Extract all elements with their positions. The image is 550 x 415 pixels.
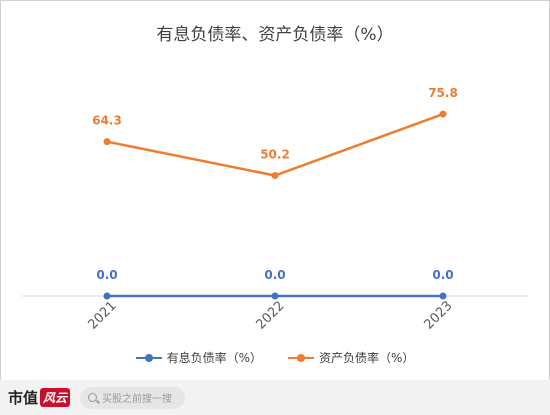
search-input[interactable]: 买股之前搜一搜 [80,386,186,409]
search-placeholder: 买股之前搜一搜 [102,394,173,405]
chart-title: 有息负债率、资产负债率（%） [156,25,394,45]
legend: 有息负债率（%） 资产负债率（%） [0,349,550,366]
legend-item-asset-debt: 资产负债率（%） [288,349,414,366]
legend-label: 资产负债率（%） [319,351,415,365]
footer-bar: 市值 风云 买股之前搜一搜 [0,380,550,415]
data-point [439,292,447,300]
brand-logo[interactable]: 市值 风云 [8,387,71,408]
search-icon [88,393,98,402]
chart-frame [0,0,550,382]
data-label: 0.0 [432,268,453,282]
data-point [271,172,279,180]
legend-item-interest-debt: 有息负债率（%） [135,349,262,366]
data-point [439,110,447,118]
data-point [103,138,111,146]
data-point [271,292,279,300]
x-tick-label: 2023 [422,299,456,333]
logo-text: 市值 [8,389,39,407]
logo-mark: 风云 [40,388,71,407]
data-label: 0.0 [96,268,117,282]
x-tick-label: 2021 [86,299,120,333]
x-tick-label: 2022 [254,299,288,333]
legend-swatch-blue [135,353,162,363]
series-line-1 [106,112,444,177]
data-label: 50.2 [260,148,290,162]
data-label: 0.0 [264,268,285,282]
data-label: 64.3 [92,114,122,128]
legend-label: 有息负债率（%） [166,351,262,365]
data-label: 75.8 [428,86,458,100]
plot-area: 0.0 0.0 0.0 64.3 50.2 75.8 2021 2022 2023 [22,86,528,333]
legend-swatch-orange [288,353,314,363]
data-point [103,292,111,300]
